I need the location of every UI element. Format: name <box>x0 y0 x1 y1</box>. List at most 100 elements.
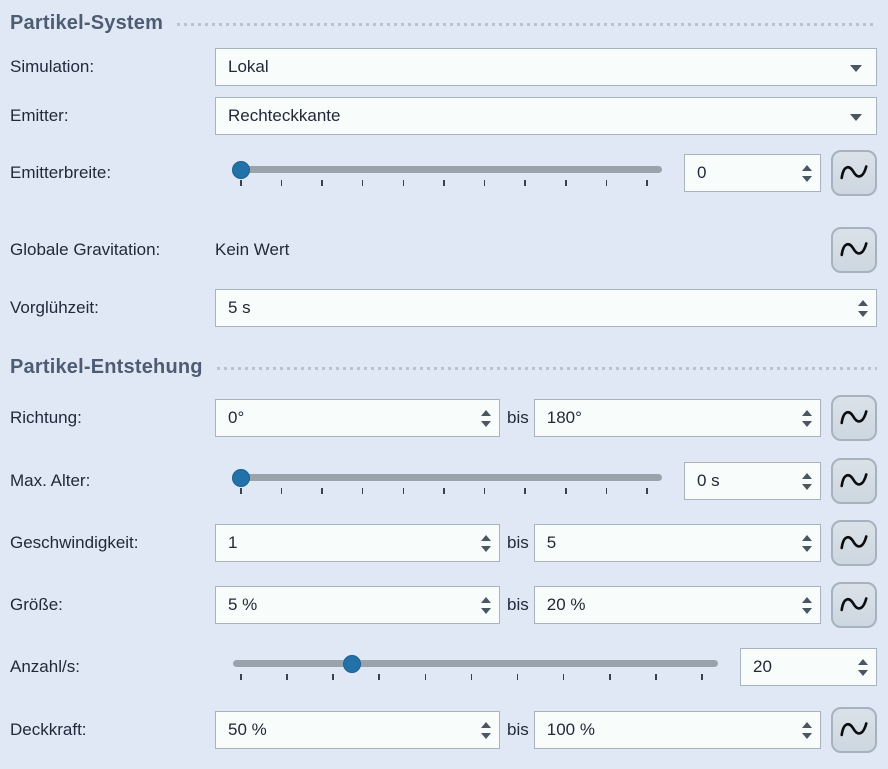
groesse-from-spinbox[interactable]: 5 % <box>215 586 500 624</box>
anzahl-row: Anzahl/s: 20 <box>10 644 877 690</box>
max-alter-curve-button[interactable] <box>831 458 877 504</box>
richtung-curve-button[interactable] <box>831 395 877 441</box>
richtung-label: Richtung: <box>10 408 82 427</box>
spin-up-button[interactable] <box>802 164 812 171</box>
max-alter-row: Max. Alter: 0 s <box>10 458 877 504</box>
spin-up-button[interactable] <box>858 299 868 306</box>
section-header-partikel-system: Partikel-System <box>10 8 877 38</box>
simulation-row: Simulation: Lokal <box>10 48 877 86</box>
spin-up-button[interactable] <box>481 721 491 728</box>
spin-down-button[interactable] <box>858 669 868 676</box>
section-divider-dots <box>177 23 877 26</box>
spin-down-button[interactable] <box>802 483 812 490</box>
richtung-to-value: 180° <box>546 408 582 427</box>
vorgluehzeit-spinbox[interactable]: 5 s <box>215 289 877 327</box>
anzahl-slider-handle[interactable] <box>342 654 361 673</box>
slider-ticks <box>240 488 648 494</box>
richtung-row: Richtung: 0° bis 180° <box>10 395 877 441</box>
chevron-down-icon <box>850 65 862 72</box>
bis-label: bis <box>507 408 529 427</box>
groesse-to-value: 20 % <box>546 595 586 614</box>
spin-up-button[interactable] <box>802 596 812 603</box>
vorgluehzeit-label: Vorglühzeit: <box>10 298 99 317</box>
max-alter-spinbox[interactable]: 0 s <box>684 462 821 500</box>
deckkraft-from-value: 50 % <box>228 720 267 739</box>
deckkraft-to-spinbox[interactable]: 100 % <box>533 711 821 749</box>
sine-wave-icon <box>840 597 868 612</box>
vorgluehzeit-spinbox-value: 5 s <box>228 298 251 317</box>
sine-wave-icon <box>840 722 868 737</box>
spin-up-button[interactable] <box>481 534 491 541</box>
deckkraft-from-spinbox[interactable]: 50 % <box>215 711 500 749</box>
sine-wave-icon <box>840 473 868 488</box>
bis-label: bis <box>507 720 529 739</box>
geschwindigkeit-to-spinbox[interactable]: 5 <box>533 524 821 562</box>
max-alter-slider <box>215 458 672 504</box>
emitterbreite-spinbox[interactable]: 0 <box>684 154 821 192</box>
section-title: Partikel-Entstehung <box>10 355 203 378</box>
sine-wave-icon <box>840 242 868 257</box>
spin-down-button[interactable] <box>802 732 812 739</box>
bis-label: bis <box>507 595 529 614</box>
section-header-partikel-entstehung: Partikel-Entstehung <box>10 352 877 382</box>
richtung-to-spinbox[interactable]: 180° <box>533 399 821 437</box>
spin-up-button[interactable] <box>481 596 491 603</box>
emitter-row: Emitter: Rechteckkante <box>10 97 877 135</box>
spin-down-button[interactable] <box>802 175 812 182</box>
gravitation-value: Kein Wert <box>215 240 290 259</box>
anzahl-slider-track[interactable] <box>233 654 718 673</box>
geschwindigkeit-from-spinbox[interactable]: 1 <box>215 524 500 562</box>
gravitation-label: Globale Gravitation: <box>10 240 161 259</box>
spin-up-button[interactable] <box>802 534 812 541</box>
section-divider-dots <box>216 367 877 370</box>
spin-down-button[interactable] <box>802 420 812 427</box>
richtung-from-spinbox[interactable]: 0° <box>215 399 500 437</box>
emitterbreite-slider <box>215 150 672 196</box>
richtung-from-value: 0° <box>228 408 245 427</box>
sine-wave-icon <box>840 410 868 425</box>
deckkraft-to-value: 100 % <box>546 720 595 739</box>
spin-up-button[interactable] <box>802 409 812 416</box>
section-title: Partikel-System <box>10 11 164 34</box>
groesse-from-value: 5 % <box>228 595 258 614</box>
geschwindigkeit-row: Geschwindigkeit: 1 bis 5 <box>10 520 877 566</box>
gravitation-curve-button[interactable] <box>831 227 877 273</box>
deckkraft-label: Deckkraft: <box>10 720 87 739</box>
spin-up-button[interactable] <box>481 409 491 416</box>
anzahl-slider <box>215 644 720 690</box>
groesse-curve-button[interactable] <box>831 582 877 628</box>
groesse-to-spinbox[interactable]: 20 % <box>533 586 821 624</box>
max-alter-slider-track[interactable] <box>232 468 662 487</box>
geschwindigkeit-from-value: 1 <box>228 533 238 552</box>
spin-up-button[interactable] <box>802 472 812 479</box>
emitterbreite-row: Emitterbreite: 0 <box>10 150 877 196</box>
spin-down-button[interactable] <box>481 732 491 739</box>
spin-up-button[interactable] <box>858 658 868 665</box>
particle-settings-panel: Partikel-System Simulation: Lokal Emitte… <box>10 8 877 753</box>
gravitation-row: Globale Gravitation: Kein Wert <box>10 227 877 273</box>
spin-down-button[interactable] <box>481 545 491 552</box>
anzahl-spinbox-value: 20 <box>753 657 772 676</box>
vorgluehzeit-row: Vorglühzeit: 5 s <box>10 289 877 327</box>
spin-up-button[interactable] <box>802 721 812 728</box>
geschwindigkeit-curve-button[interactable] <box>831 520 877 566</box>
spin-down-button[interactable] <box>481 420 491 427</box>
emitterbreite-spinbox-value: 0 <box>697 163 707 182</box>
emitter-dropdown[interactable]: Rechteckkante <box>215 97 877 135</box>
spin-down-button[interactable] <box>802 545 812 552</box>
anzahl-spinbox[interactable]: 20 <box>740 648 877 686</box>
deckkraft-row: Deckkraft: 50 % bis 100 % <box>10 707 877 753</box>
emitterbreite-curve-button[interactable] <box>831 150 877 196</box>
deckkraft-curve-button[interactable] <box>831 707 877 753</box>
slider-ticks <box>240 180 648 186</box>
bis-label: bis <box>507 533 529 552</box>
max-alter-slider-handle[interactable] <box>232 468 251 487</box>
max-alter-spinbox-value: 0 s <box>697 471 720 490</box>
spin-down-button[interactable] <box>481 607 491 614</box>
emitterbreite-slider-handle[interactable] <box>232 160 251 179</box>
simulation-dropdown[interactable]: Lokal <box>215 48 877 86</box>
simulation-label: Simulation: <box>10 57 95 76</box>
spin-down-button[interactable] <box>802 607 812 614</box>
spin-down-button[interactable] <box>858 310 868 317</box>
emitterbreite-slider-track[interactable] <box>232 160 662 179</box>
